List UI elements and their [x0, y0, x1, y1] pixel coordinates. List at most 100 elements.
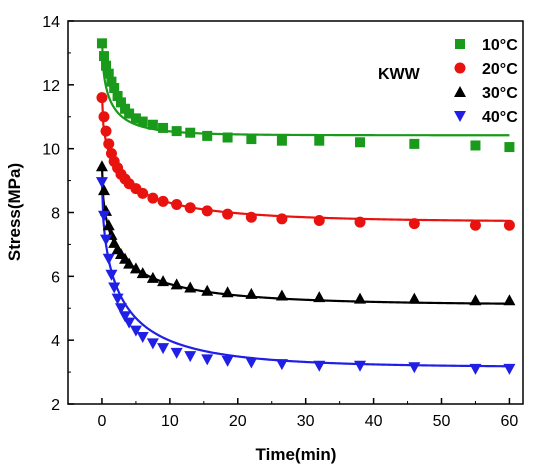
data-point — [275, 359, 288, 371]
data-point — [102, 253, 115, 265]
data-point — [115, 97, 126, 108]
data-point — [202, 130, 213, 141]
data-point — [114, 303, 127, 315]
data-point — [95, 160, 108, 172]
y-tick-label: 4 — [51, 333, 60, 350]
legend-marker-2 — [454, 86, 466, 97]
data-point — [130, 113, 141, 124]
data-point — [96, 92, 108, 104]
data-point — [100, 125, 112, 137]
data-point — [124, 108, 135, 119]
data-point — [276, 135, 287, 146]
legend-label-2: 30°C — [482, 85, 518, 102]
data-point — [355, 137, 366, 148]
data-point — [170, 347, 183, 359]
data-point — [170, 278, 183, 290]
legend-label-1: 20°C — [482, 61, 518, 78]
data-point — [136, 267, 149, 279]
data-point — [97, 210, 110, 222]
annotation-label: KWW — [378, 66, 421, 83]
x-tick-label: 30 — [297, 413, 315, 430]
data-point — [146, 271, 159, 283]
data-point — [408, 362, 421, 374]
y-tick-label: 2 — [51, 397, 60, 414]
x-axis-title: Time(min) — [256, 445, 337, 464]
data-point — [354, 360, 367, 372]
data-point — [136, 331, 149, 343]
data-point — [354, 292, 367, 304]
data-point — [276, 213, 288, 225]
data-point — [245, 287, 258, 299]
data-point — [171, 126, 182, 137]
data-point — [157, 343, 170, 355]
y-tick-label: 12 — [42, 78, 60, 95]
data-point — [146, 338, 159, 350]
series-points-2 — [95, 160, 516, 306]
x-tick-label: 40 — [365, 413, 383, 430]
data-point — [221, 355, 234, 367]
data-point — [119, 311, 132, 323]
data-point — [408, 292, 421, 304]
data-point — [137, 187, 149, 199]
plot-frame — [67, 20, 524, 405]
data-point — [108, 282, 121, 294]
data-point — [201, 354, 214, 366]
data-point — [98, 51, 109, 62]
fit-curve-2 — [100, 166, 510, 305]
data-point — [97, 184, 110, 196]
data-point — [469, 294, 482, 306]
x-tick-label: 20 — [229, 413, 247, 430]
legend-label-0: 10°C — [482, 37, 518, 54]
data-point — [184, 351, 197, 363]
legend-label-3: 40°C — [482, 109, 518, 126]
data-point — [354, 216, 366, 228]
data-point — [201, 284, 214, 296]
data-point — [184, 281, 197, 293]
data-point — [504, 142, 515, 153]
data-point — [123, 317, 136, 329]
data-point — [129, 325, 142, 337]
data-point — [158, 122, 169, 133]
data-point — [101, 60, 112, 71]
data-point — [109, 83, 120, 94]
y-tick-label: 6 — [51, 269, 60, 286]
axis-ticks: 0 10 20 30 40 50 60 2 4 6 8 10 12 14 — [42, 14, 518, 430]
data-point — [245, 357, 258, 369]
x-tick-label: 50 — [433, 413, 451, 430]
data-point — [246, 134, 257, 145]
data-point — [103, 68, 114, 79]
data-point — [106, 76, 117, 87]
data-point — [147, 119, 158, 130]
data-points — [95, 38, 516, 375]
data-point — [147, 192, 159, 204]
data-point — [409, 138, 420, 149]
data-point — [245, 211, 257, 223]
data-point — [503, 294, 516, 306]
data-point — [221, 286, 234, 298]
series-points-0 — [96, 38, 515, 153]
data-point — [222, 208, 234, 220]
data-point — [185, 127, 196, 138]
data-point — [137, 116, 148, 127]
data-point — [95, 177, 108, 189]
data-point — [98, 111, 110, 123]
data-point — [157, 195, 169, 207]
data-point — [184, 202, 196, 214]
data-point — [275, 289, 288, 301]
x-tick-label: 60 — [501, 413, 519, 430]
legend: 10°C 20°C 30°C 40°C — [454, 37, 518, 126]
fit-curve-3 — [100, 182, 510, 368]
data-point — [103, 138, 115, 150]
data-point — [313, 291, 326, 303]
data-point — [469, 219, 481, 231]
x-tick-label: 10 — [161, 413, 179, 430]
y-tick-label: 14 — [42, 14, 60, 31]
data-point — [313, 360, 326, 372]
fit-curve-1 — [100, 94, 510, 222]
legend-marker-0 — [455, 39, 465, 49]
data-point — [314, 135, 325, 146]
legend-marker-1 — [454, 62, 466, 74]
data-point — [102, 219, 115, 231]
data-point — [503, 363, 516, 375]
